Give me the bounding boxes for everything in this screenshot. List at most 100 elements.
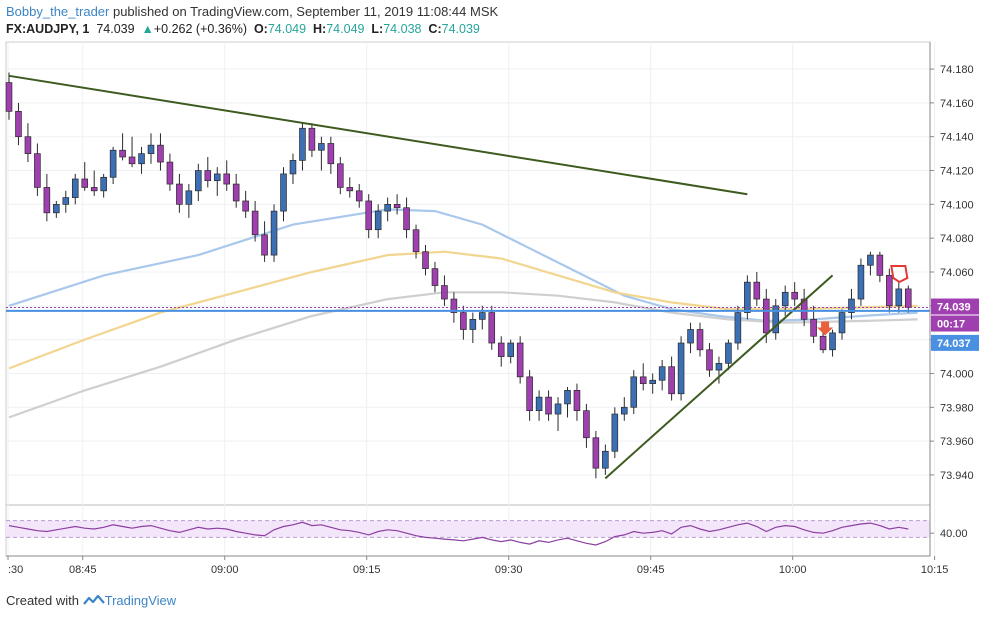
candle [81,162,89,191]
candle [24,123,32,163]
candle [554,397,562,431]
candle [128,136,136,168]
candle [62,190,70,213]
candle [100,173,107,198]
candle [422,244,429,276]
candle [876,251,884,283]
candle [327,136,335,174]
candle-body [810,319,817,337]
candle-body [469,319,477,330]
candle [261,221,268,262]
candle-body [412,229,420,253]
candle [687,322,694,354]
candle-body [602,450,609,469]
candle [34,143,41,196]
candle [621,397,628,421]
symbol-label[interactable]: FX:AUDJPY, 1 [6,22,90,36]
candle-body [157,144,164,163]
candle [15,102,22,146]
candle-body [450,298,458,313]
candle-body [479,312,486,320]
candles [5,72,912,479]
candle [744,275,751,320]
candle-body [734,312,742,344]
candle-body [318,143,325,151]
candle-body [781,291,789,307]
y-tick-label: 74.060 [940,267,974,279]
low-label: L: [371,22,384,36]
line-price-tag-text: 74.037 [937,338,971,350]
candle-body [15,110,22,138]
candle [119,133,126,161]
candle [488,305,496,350]
trendline [604,274,834,480]
candle-body [838,312,846,334]
candle [355,184,363,208]
y-tick-label: 74.180 [940,64,974,76]
candle [649,373,656,394]
candle [677,336,685,401]
candle [195,163,202,201]
candle-body [677,342,685,395]
candle [810,305,817,344]
candle [658,359,666,391]
y-tick-label: 74.140 [940,132,974,144]
candle [147,133,155,164]
candle [573,383,581,421]
candle [791,282,798,306]
candle-body [24,136,32,154]
candle-body [668,366,675,395]
candle [753,272,761,306]
rsi-band [6,520,930,538]
candle-body [867,254,874,266]
candle [5,72,13,120]
moving-average-line [8,208,918,323]
candle-body [213,173,221,182]
trendline [8,74,748,196]
candle [772,299,780,340]
price-lines [6,307,930,312]
tradingview-link[interactable]: TradingView [104,593,177,608]
candle [886,268,893,313]
candle-body [725,342,732,364]
candle-body [346,187,354,192]
candle-body [630,376,638,408]
last-price-tag-bg [931,298,979,315]
footer: Created with TradingView [6,593,176,608]
candle [346,177,354,198]
candle-body [639,376,647,384]
candle-body [337,163,344,188]
candle [223,160,231,191]
candle [431,261,439,293]
candle-body [744,281,751,313]
last-price: 74.039 [96,22,135,36]
candle-body [147,144,155,154]
author-link[interactable]: Bobby_the_trader [6,4,110,19]
countdown-tag-text: 00:17 [937,319,965,331]
candle [166,153,174,191]
change-arrow-icon: ▲ [141,22,154,36]
candle-body [545,396,552,415]
rsi-tick-label: 40.00 [940,528,968,540]
candle [232,173,240,208]
x-tick-label: 09:45 [637,564,665,576]
candle [71,173,79,205]
candle [176,173,183,213]
y-tick-label: 74.080 [940,233,974,245]
candle-body [441,285,448,300]
candle [412,224,420,259]
candle-body [53,204,60,214]
candle [270,204,278,262]
candle-body [204,170,212,182]
line-price-tag: 74.037 [931,334,979,351]
candle-body [195,170,202,192]
candle [157,133,164,171]
candle-body [554,403,562,415]
rsi-line [8,521,909,546]
y-tick-label: 73.980 [940,402,974,414]
candle-body [564,390,571,405]
price-chart[interactable]: 74.180 74.160 74.140 74.120 74.100 74.080 74.0… [0,0,988,585]
candle [734,305,742,350]
candle [289,153,297,185]
candle [611,407,619,459]
